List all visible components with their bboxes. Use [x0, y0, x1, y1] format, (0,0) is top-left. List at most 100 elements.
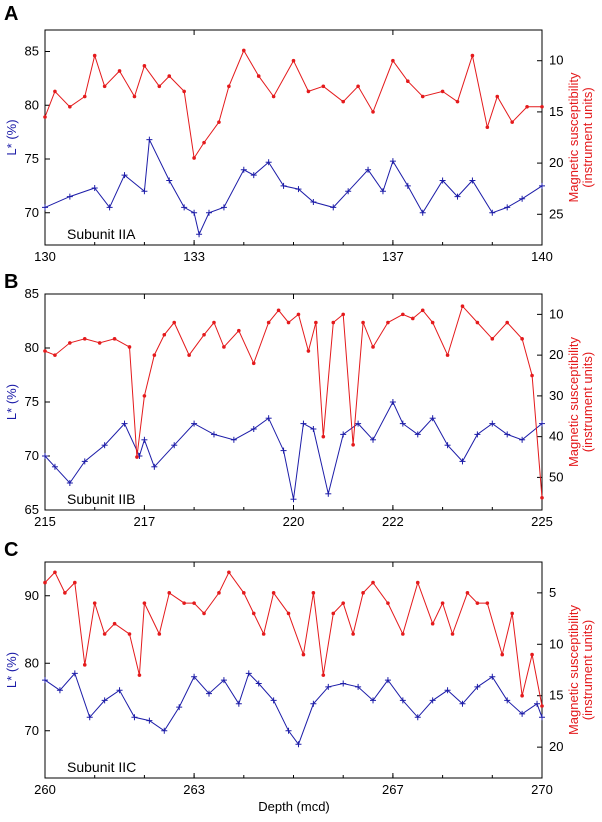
lstar-point: [414, 431, 421, 438]
ms-point: [227, 570, 231, 575]
lstar-point: [66, 480, 73, 486]
lstar-point: [399, 420, 406, 427]
lstar-point: [404, 182, 411, 189]
ms-point: [361, 591, 365, 595]
lstar-point: [504, 431, 511, 438]
ms-point: [242, 48, 246, 53]
lstar-point: [191, 209, 198, 216]
lstar-point: [161, 727, 168, 734]
ms-point: [500, 652, 505, 657]
lstar-point: [250, 426, 257, 432]
lstar-point: [106, 204, 113, 211]
x-axis-label: Depth (mcd): [258, 799, 330, 814]
ms-point: [212, 320, 216, 325]
ms-point: [391, 58, 395, 63]
ms-point: [450, 632, 455, 636]
ms-point: [371, 110, 375, 114]
lstar-point: [141, 436, 148, 443]
panel-letter: B: [4, 271, 18, 293]
ms-point: [182, 89, 186, 94]
panel-b: B 215 217 220 222 225 65 70 75 80 85 10 20 30 40 50 Subu…: [4, 271, 595, 529]
ms-point: [68, 104, 72, 109]
ms-point: [505, 320, 510, 325]
lstar-point: [444, 687, 451, 694]
lstar-series-line: [44, 137, 543, 236]
ms-point: [341, 312, 346, 317]
ms-point: [73, 580, 77, 585]
lstar-point: [365, 166, 372, 173]
lstar-point: [176, 704, 183, 711]
lstar-point: [191, 420, 198, 427]
ms-point: [530, 373, 534, 378]
lstar-point: [42, 204, 48, 211]
y-right-tick-label: 20: [549, 347, 563, 362]
y-left-tick-label: 90: [25, 588, 39, 603]
panel-letter: A: [4, 3, 18, 25]
ms-point: [321, 673, 326, 677]
ms-point: [152, 353, 157, 357]
y-right-tick-label: 20: [549, 739, 563, 754]
x-tick-label: 260: [34, 782, 56, 797]
lstar-point: [146, 136, 153, 143]
lstar-point: [181, 204, 188, 211]
ms-point: [420, 94, 425, 99]
subunit-label: Subunit IIB: [67, 491, 136, 507]
ms-point: [301, 652, 306, 657]
y-right-tick-label: 10: [549, 306, 563, 321]
lstar-point: [439, 177, 446, 184]
ms-point: [97, 341, 102, 345]
ms-point: [137, 673, 142, 677]
lstar-point: [91, 185, 98, 192]
ms-point: [386, 320, 390, 325]
x-tick-label: 267: [382, 782, 404, 797]
ms-point: [271, 591, 276, 595]
lstar-point: [101, 442, 108, 449]
lstar-point: [220, 204, 227, 211]
x-tick-label: 215: [34, 514, 56, 529]
lstar-point: [534, 700, 541, 707]
ms-point: [276, 308, 281, 313]
lstar-point: [230, 436, 237, 443]
lstar-point: [379, 188, 386, 195]
lstar-point: [384, 677, 391, 684]
lstar-point: [116, 687, 123, 694]
ms-point: [331, 320, 336, 325]
ms-point: [371, 580, 375, 585]
y-right-tick-label: 30: [549, 388, 563, 403]
lstar-point: [504, 204, 511, 211]
ms-point: [440, 601, 445, 605]
lstar-point: [265, 415, 272, 422]
lstar-point: [444, 442, 451, 449]
ms-point: [217, 120, 221, 124]
left-axis-label: L* (%): [4, 652, 19, 688]
lstar-point: [280, 182, 287, 189]
ms-point: [510, 120, 514, 124]
lstar-point: [245, 670, 252, 677]
ms-point: [314, 320, 318, 325]
ms-point: [251, 361, 256, 366]
ms-point: [251, 611, 256, 616]
lstar-point: [280, 447, 287, 454]
ms-point: [540, 495, 544, 500]
ms-point: [490, 337, 495, 341]
ms-point: [63, 591, 67, 595]
ms-point: [331, 611, 336, 616]
lstar-point: [370, 697, 377, 704]
y-left-tick-label: 75: [25, 151, 39, 166]
lstar-point: [489, 420, 496, 427]
lstar-point: [474, 683, 481, 690]
ms-point: [371, 345, 375, 349]
ms-point: [520, 337, 524, 341]
ms-point: [510, 611, 514, 616]
ms-point: [341, 99, 346, 104]
lstar-point: [454, 193, 461, 200]
right-axis-label: Magnetic susceptibility: [566, 336, 581, 467]
x-tick-label: 220: [283, 514, 305, 529]
ms-point: [202, 332, 206, 337]
ms-point: [530, 652, 534, 657]
ms-point: [410, 316, 415, 321]
lstar-point: [389, 158, 396, 165]
lstar-point: [340, 431, 347, 438]
lstar-point: [42, 677, 48, 684]
y-right-tick-label: 15: [549, 104, 563, 119]
